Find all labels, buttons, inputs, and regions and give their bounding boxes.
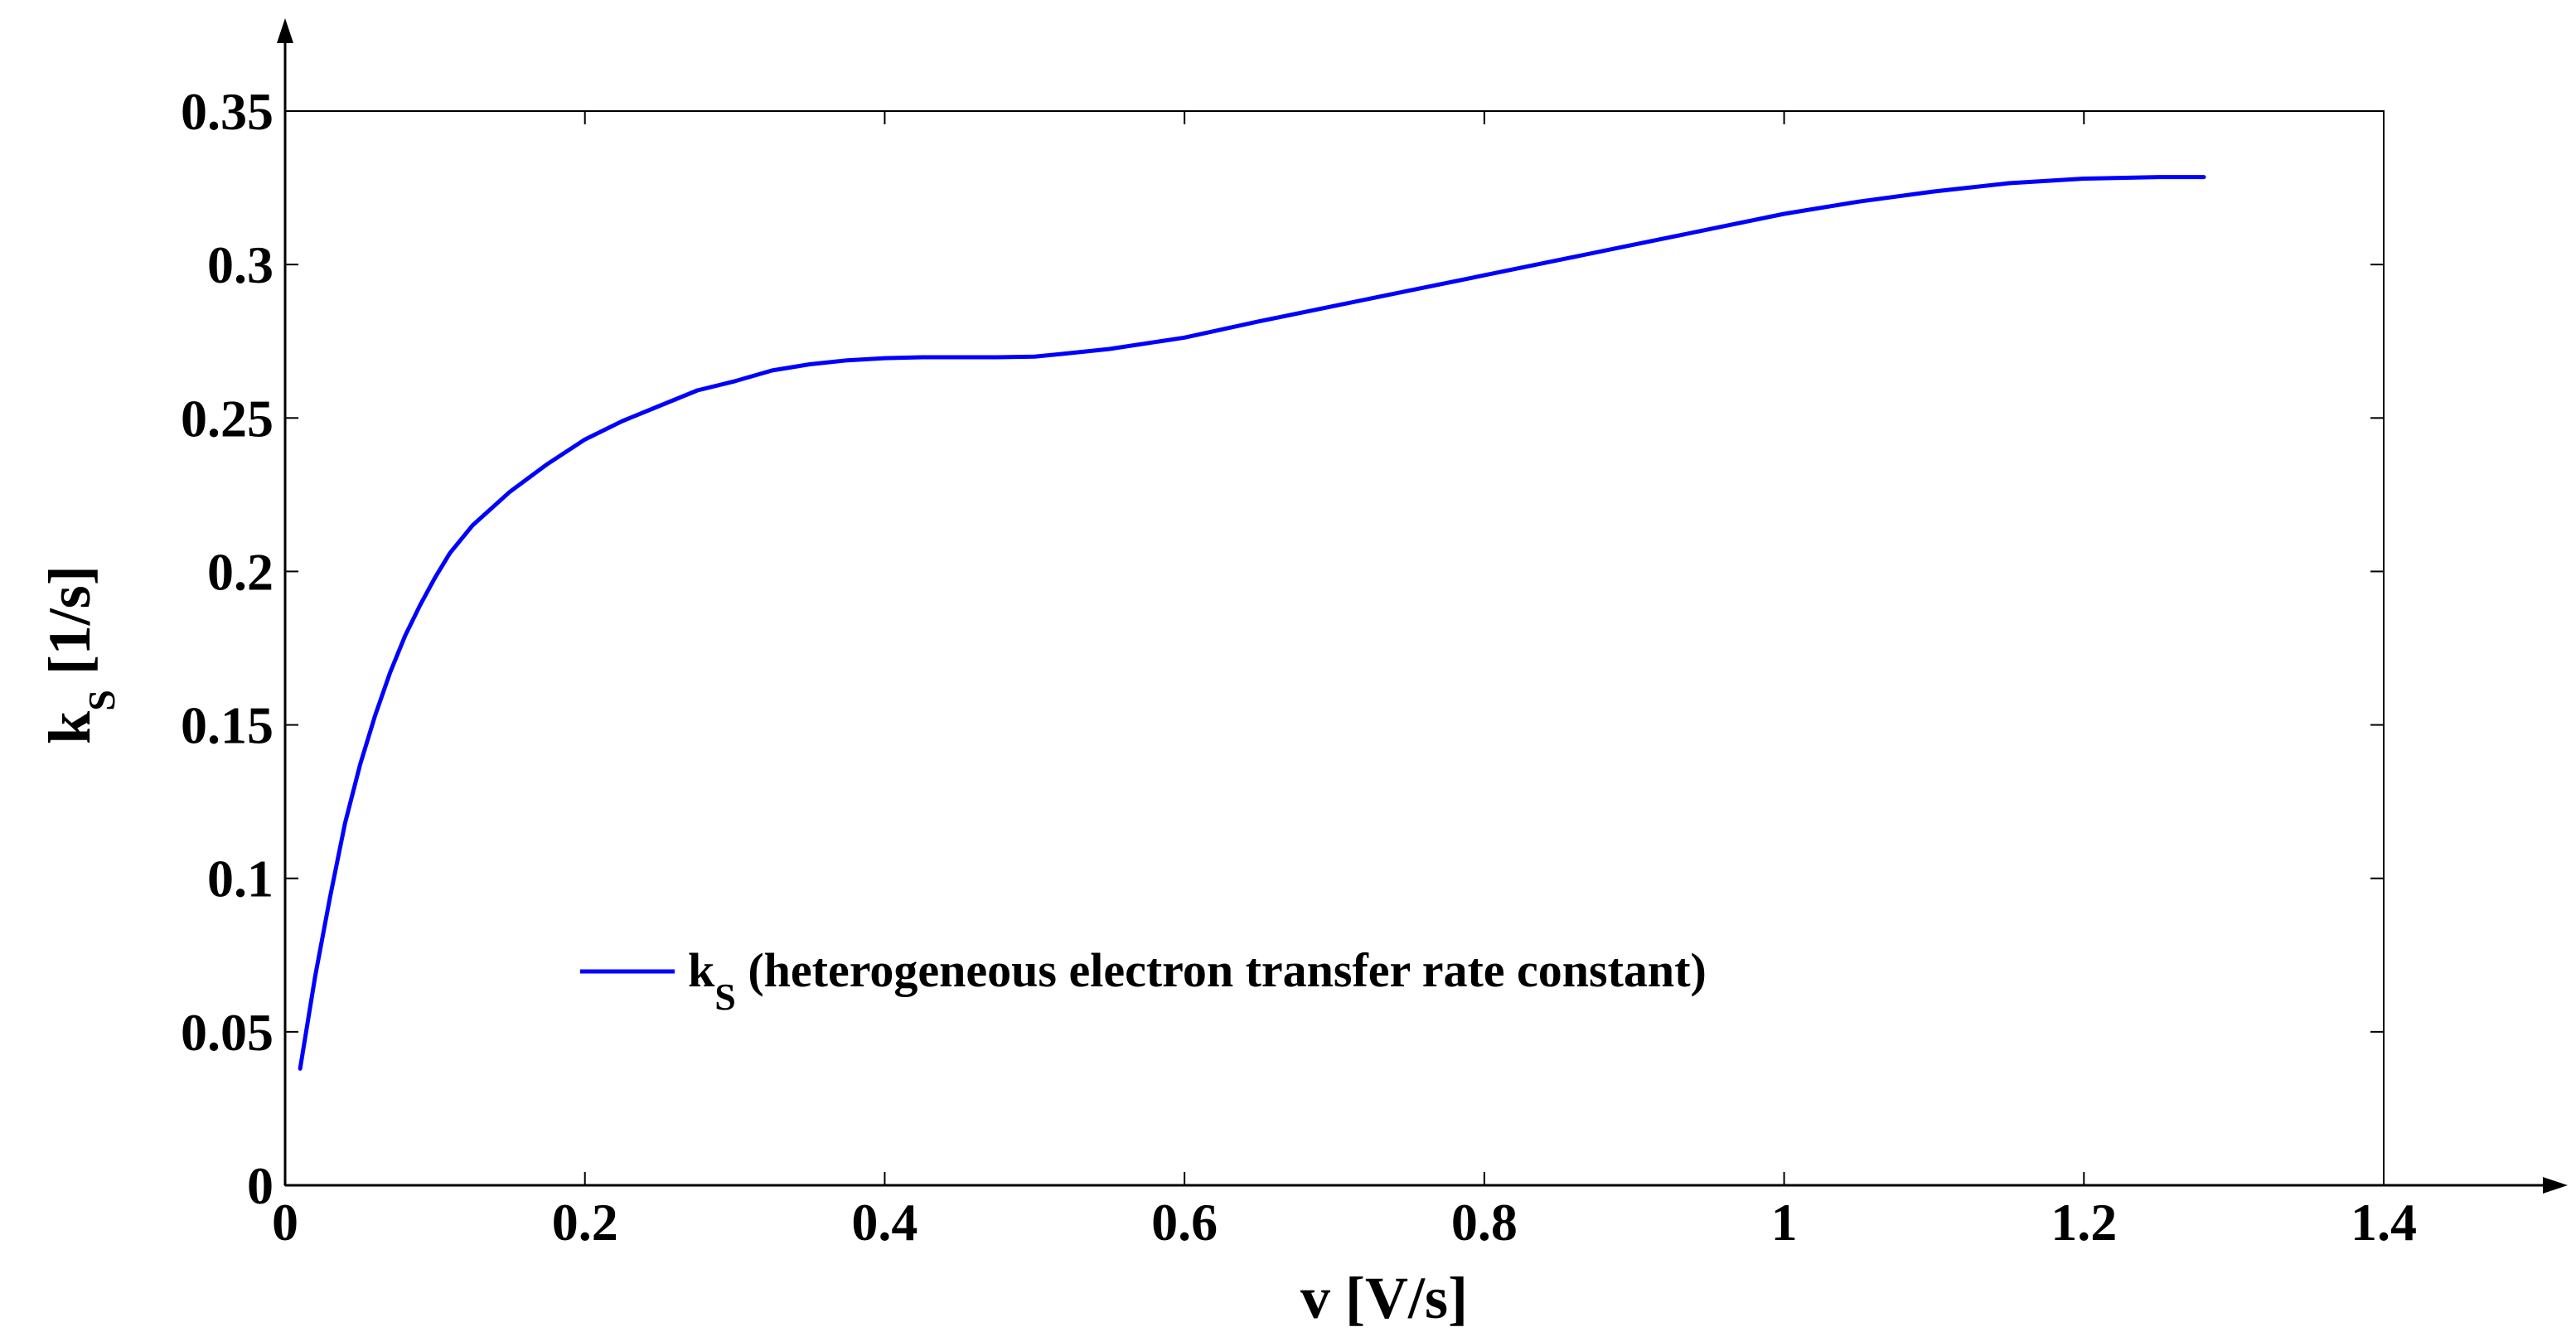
legend-label-subscript: S [714,976,736,1018]
y-tick-label: 0.35 [181,82,274,141]
x-axis-ticks: 0 0.2 0.4 0.6 0.8 1 1.2 1.4 [272,111,2417,1252]
y-axis-title-unit: [1/s] [36,565,103,690]
y-axis-title-subscript: S [80,690,123,711]
legend-label-ks: kS (heterogeneous electron transfer rate… [688,943,1707,1018]
plot-area-frame [284,110,2385,1186]
x-axis-title: v [V/s] [1300,1265,1468,1331]
y-axis-ticks: 0 0.05 0.1 0.15 0.2 0.25 0.3 0.35 [181,82,2384,1215]
x-axis-arrowhead [2543,1177,2568,1194]
y-tick-label: 0.1 [207,850,274,908]
legend-label-main: k [688,943,715,997]
y-tick-label: 0.25 [181,389,274,448]
x-tick-label: 1.4 [2351,1193,2417,1252]
y-axis-title: kS [1/s] [36,565,123,744]
y-tick-label: 0.15 [181,696,274,755]
x-tick-label: 0.6 [1151,1193,1218,1252]
x-tick-label: 0 [272,1193,298,1252]
y-tick-label: 0.2 [207,542,274,601]
legend: kS (heterogeneous electron transfer rate… [580,943,1707,1018]
x-tick-label: 1 [1771,1193,1798,1252]
y-tick-label: 0 [247,1156,274,1215]
x-tick-label: 1.2 [2051,1193,2117,1252]
y-axis-title-main: k [36,711,103,744]
series-line-ks [298,175,2206,1071]
x-tick-label: 0.2 [552,1193,618,1252]
y-axis-arrowhead [277,18,293,43]
y-tick-label: 0.3 [207,235,274,294]
x-tick-label: 0.4 [851,1193,918,1252]
legend-label-rest: (heterogeneous electron transfer rate co… [736,943,1707,997]
x-tick-label: 0.8 [1451,1193,1518,1252]
y-tick-label: 0.05 [181,1003,274,1062]
